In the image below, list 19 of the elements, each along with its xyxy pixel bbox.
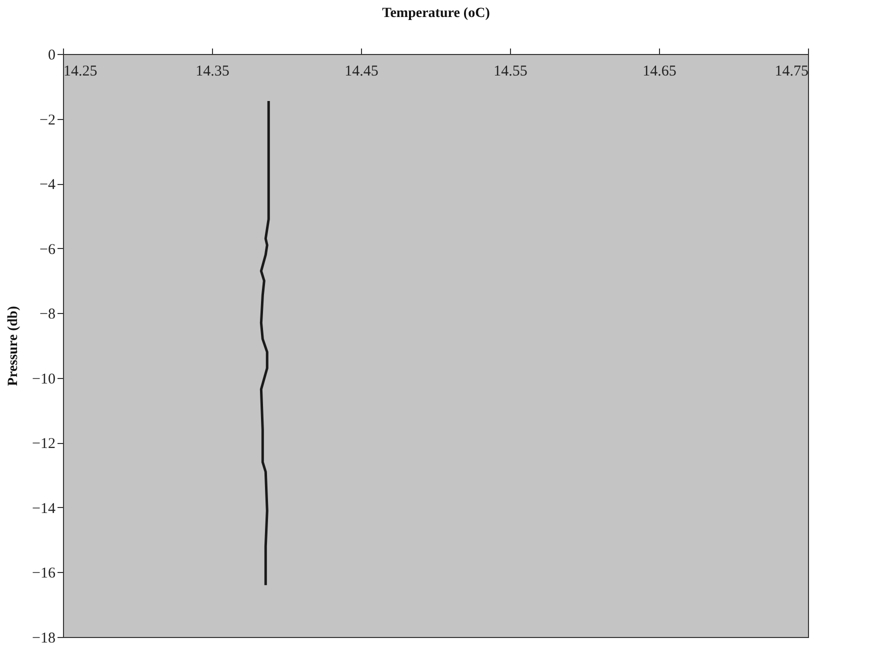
x-tick-label: 14.35 — [196, 64, 230, 80]
x-tick-label: 14.25 — [64, 64, 98, 80]
y-tick-label: −8 — [40, 306, 56, 323]
y-tick-label: −12 — [32, 436, 56, 452]
x-axis-title: Temperature (oC) — [382, 6, 490, 21]
line-series — [260, 100, 270, 586]
y-tick-label: −14 — [32, 500, 56, 517]
y-tick-label: −10 — [32, 371, 56, 388]
y-tick-label: −4 — [40, 177, 56, 194]
y-tick-label: 0 — [48, 48, 56, 64]
x-tick-label: 14.45 — [344, 64, 378, 80]
y-tick-label: −18 — [32, 630, 56, 646]
x-tick-label: 14.55 — [494, 64, 528, 80]
y-axis-title: Pressure (db) — [6, 306, 22, 386]
x-tick-label: 14.75 — [774, 64, 808, 80]
y-tick-label: −16 — [32, 566, 56, 582]
x-tick-label: 14.65 — [642, 64, 676, 80]
y-tick-label: −2 — [40, 112, 56, 128]
y-tick-label: −6 — [40, 242, 56, 258]
